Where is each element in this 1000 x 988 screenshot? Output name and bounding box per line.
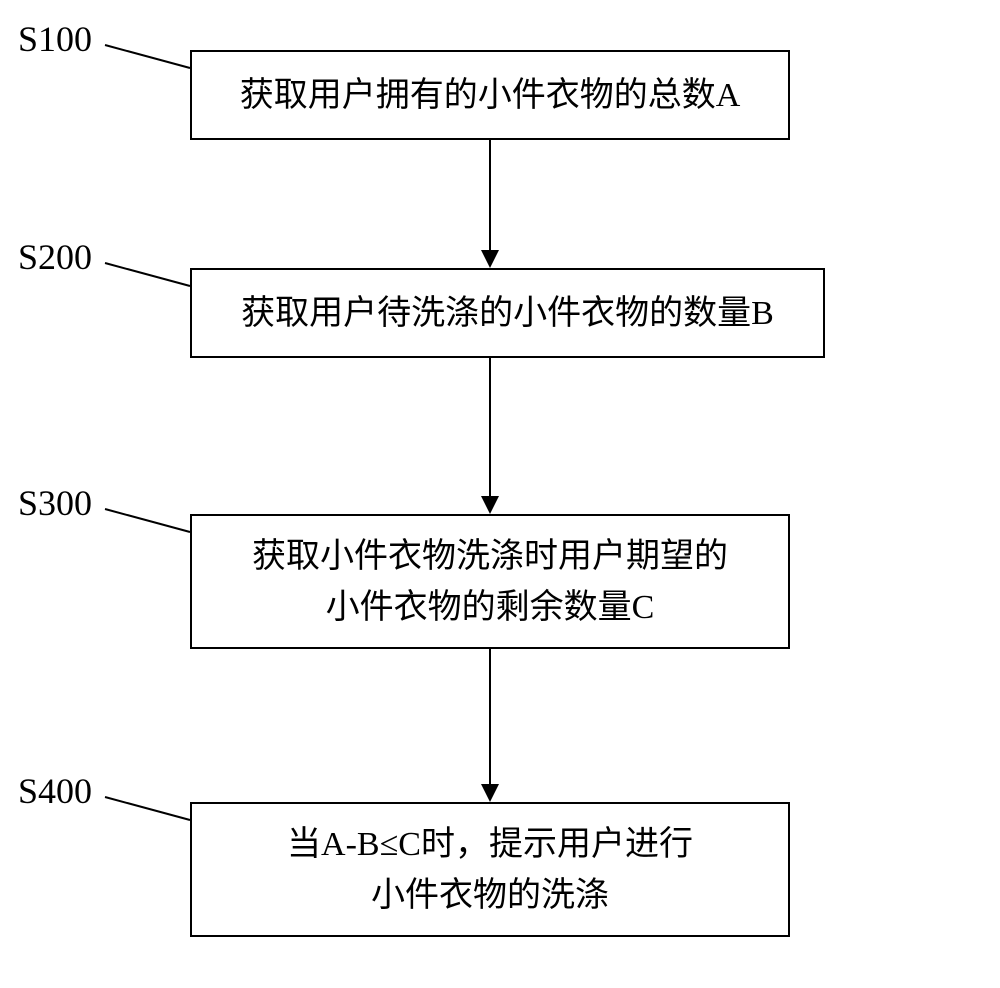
step-label-s300: S300 — [18, 482, 92, 524]
step-label-s200: S200 — [18, 236, 92, 278]
arrow-s300-s400 — [489, 649, 491, 784]
arrow-s200-s300 — [489, 358, 491, 496]
arrow-head-s100-s200 — [481, 250, 499, 268]
arrow-head-s200-s300 — [481, 496, 499, 514]
step-text-s300: 获取小件衣物洗涤时用户期望的 小件衣物的剩余数量C — [252, 531, 728, 633]
step-text-s200: 获取用户待洗涤的小件衣物的数量B — [241, 288, 774, 339]
flowchart-container: S100 获取用户拥有的小件衣物的总数A S200 获取用户待洗涤的小件衣物的数… — [0, 0, 1000, 988]
step-box-s200: 获取用户待洗涤的小件衣物的数量B — [190, 268, 825, 358]
step-label-s400: S400 — [18, 770, 92, 812]
arrow-head-s300-s400 — [481, 784, 499, 802]
step-box-s100: 获取用户拥有的小件衣物的总数A — [190, 50, 790, 140]
step-box-s400: 当A-B≤C时，提示用户进行 小件衣物的洗涤 — [190, 802, 790, 937]
step-text-s100: 获取用户拥有的小件衣物的总数A — [240, 70, 741, 121]
step-text-s400: 当A-B≤C时，提示用户进行 小件衣物的洗涤 — [287, 819, 693, 921]
arrow-s100-s200 — [489, 140, 491, 250]
step-label-s100: S100 — [18, 18, 92, 60]
step-box-s300: 获取小件衣物洗涤时用户期望的 小件衣物的剩余数量C — [190, 514, 790, 649]
